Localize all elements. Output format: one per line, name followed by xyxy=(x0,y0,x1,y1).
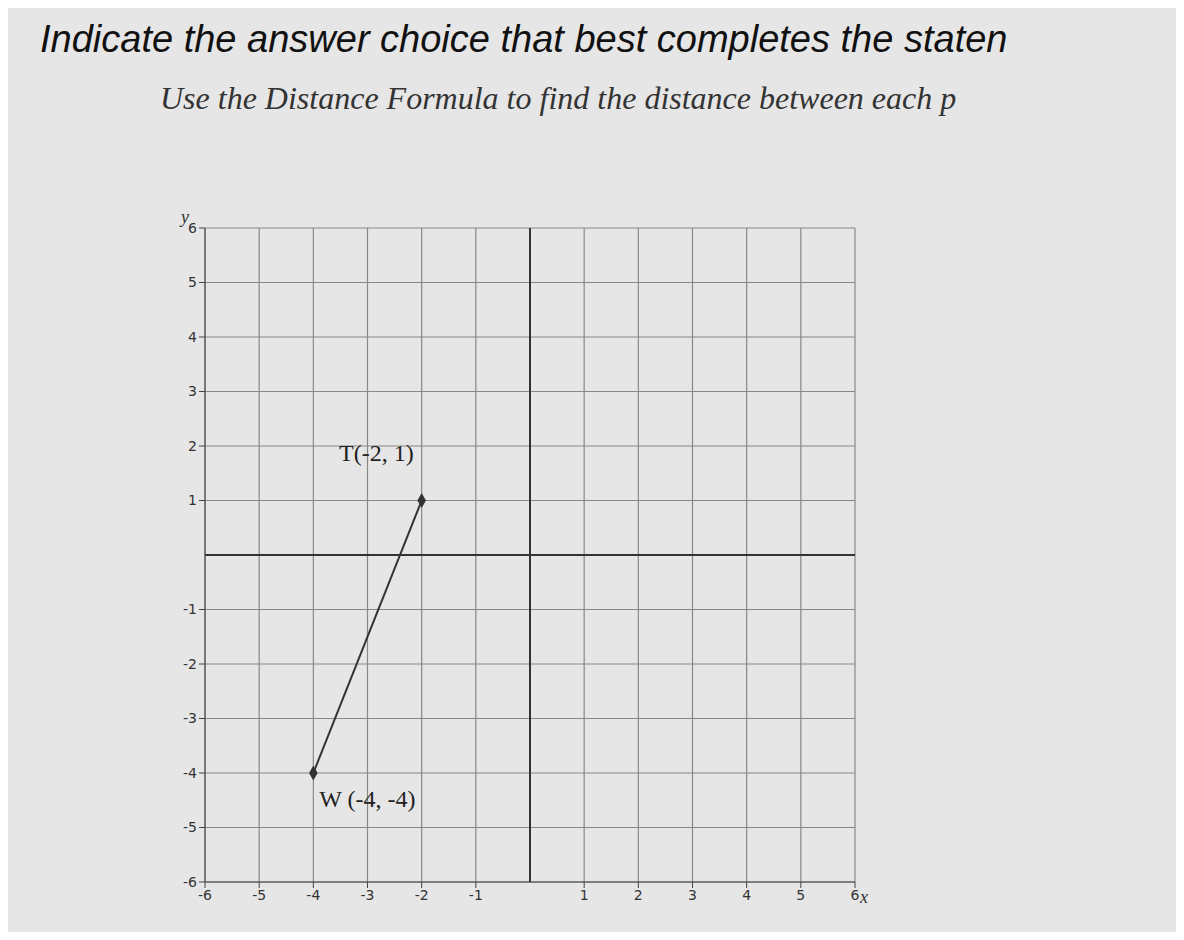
svg-text:W (-4, -4): W (-4, -4) xyxy=(319,786,415,812)
svg-text:5: 5 xyxy=(188,274,197,290)
svg-text:-1: -1 xyxy=(183,601,197,617)
svg-text:-3: -3 xyxy=(361,887,375,903)
svg-text:-3: -3 xyxy=(183,710,197,726)
svg-text:-2: -2 xyxy=(183,656,197,672)
html-text:Indicate the answer choice tha: Indicate the answer choice that best com… xyxy=(40,18,1008,60)
svg-text:5: 5 xyxy=(796,887,805,903)
svg-text:1: 1 xyxy=(580,887,589,903)
svg-text:6: 6 xyxy=(188,220,197,236)
svg-text:3: 3 xyxy=(688,887,697,903)
svg-text:-4: -4 xyxy=(183,765,197,781)
svg-text:-6: -6 xyxy=(183,874,197,890)
svg-text:3: 3 xyxy=(188,383,197,399)
svg-text:-4: -4 xyxy=(306,887,320,903)
svg-text:y: y xyxy=(179,207,189,227)
svg-text:6: 6 xyxy=(851,887,860,903)
svg-text:2: 2 xyxy=(634,887,643,903)
svg-text:T(-2, 1): T(-2, 1) xyxy=(339,440,414,466)
html-text:Use the Distance Formula to fi: Use the Distance Formula to find the dis… xyxy=(160,80,957,116)
svg-text:4: 4 xyxy=(188,329,197,345)
svg-text:-1: -1 xyxy=(469,887,483,903)
svg-text:2: 2 xyxy=(188,438,197,454)
svg-text:x: x xyxy=(859,887,868,907)
svg-text:1: 1 xyxy=(188,492,197,508)
svg-text:-6: -6 xyxy=(198,887,212,903)
svg-text:-2: -2 xyxy=(415,887,429,903)
svg-text:-5: -5 xyxy=(252,887,266,903)
svg-text:-5: -5 xyxy=(183,819,197,835)
svg-text:4: 4 xyxy=(742,887,751,903)
